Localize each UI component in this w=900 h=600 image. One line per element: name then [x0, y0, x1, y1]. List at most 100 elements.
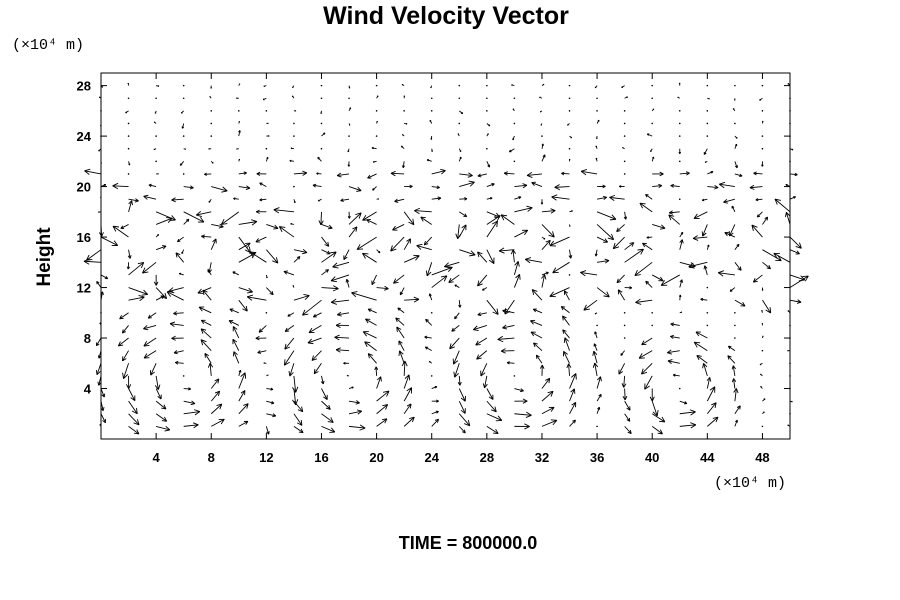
wind-vector: [210, 403, 223, 415]
wind-vector: [486, 299, 499, 315]
wind-vector: [390, 170, 405, 177]
wind-vector: [423, 236, 433, 246]
wind-vector: [535, 354, 543, 364]
wind-vector: [695, 331, 708, 339]
x-unit-label: (×10⁴ m): [714, 475, 786, 492]
wind-vector: [566, 363, 572, 376]
wind-vector: [762, 299, 772, 314]
wind-vector: [100, 388, 106, 398]
wind-vector: [651, 122, 653, 125]
wind-vector: [321, 132, 326, 137]
wind-vector: [652, 171, 664, 177]
wind-vector: [372, 160, 377, 163]
wind-vector: [789, 135, 791, 137]
wind-vector: [97, 350, 102, 359]
wind-vector: [155, 233, 160, 238]
wind-vector: [238, 299, 248, 312]
wind-vector: [100, 183, 107, 188]
wind-vector: [232, 326, 240, 339]
wind-vector: [347, 211, 351, 219]
wind-vector: [173, 350, 184, 355]
wind-vector: [569, 135, 573, 139]
wind-vector: [168, 287, 184, 294]
wind-vector: [179, 161, 185, 166]
y-tick-label: 16: [77, 230, 91, 245]
wind-vector: [321, 285, 339, 292]
wind-vector: [376, 120, 378, 124]
wind-vector: [513, 375, 516, 377]
wind-vector: [112, 225, 129, 238]
wind-vector: [727, 345, 736, 352]
wind-vector: [155, 400, 167, 410]
wind-vector: [128, 413, 140, 426]
wind-vector: [692, 235, 708, 241]
wind-vector: [211, 418, 225, 427]
wind-vector: [238, 171, 247, 175]
wind-vector: [707, 97, 710, 100]
wind-vector: [497, 335, 515, 343]
wind-vector: [486, 249, 495, 264]
wind-vector: [182, 135, 185, 137]
wind-vector: [394, 198, 405, 203]
wind-vector: [143, 194, 157, 200]
wind-vector: [126, 262, 130, 270]
wind-vector: [609, 194, 625, 201]
wind-vector: [498, 247, 515, 254]
wind-vector: [220, 211, 240, 225]
wind-vector: [398, 340, 405, 351]
wind-vector: [293, 135, 295, 137]
wind-vector: [789, 324, 791, 327]
wind-vector: [486, 197, 493, 200]
wind-vector: [761, 323, 764, 326]
wind-vector: [634, 261, 653, 277]
wind-vector: [238, 130, 241, 137]
wind-vector: [86, 249, 102, 261]
wind-vector: [233, 351, 240, 364]
wind-vector: [127, 97, 130, 100]
x-tick-label: 4: [153, 450, 161, 465]
wind-vector: [335, 347, 350, 353]
wind-vector: [100, 161, 102, 164]
wind-vector: [660, 274, 680, 286]
wind-vector: [238, 158, 241, 162]
wind-vector: [448, 274, 460, 283]
wind-vector: [293, 199, 296, 204]
wind-vector: [424, 335, 432, 339]
wind-vector: [541, 271, 549, 276]
wind-vector: [395, 317, 405, 326]
x-tick-label: 28: [480, 450, 494, 465]
wind-vector: [761, 110, 764, 112]
wind-vector: [208, 148, 212, 150]
wind-vector: [210, 135, 213, 137]
wind-vector: [393, 274, 405, 284]
wind-vector: [202, 289, 212, 301]
wind-vector: [321, 224, 333, 230]
wind-vector: [403, 403, 412, 415]
wind-vector: [117, 337, 129, 347]
wind-vector: [458, 413, 471, 427]
x-tick-label: 12: [259, 450, 273, 465]
wind-vector: [531, 181, 543, 188]
wind-vector: [175, 252, 185, 263]
wind-vector: [401, 83, 405, 87]
wind-vector: [706, 324, 709, 327]
wind-vector: [580, 169, 598, 176]
wind-vector: [198, 306, 212, 314]
wind-vector: [371, 274, 378, 286]
wind-vector: [569, 210, 573, 213]
wind-vector: [238, 390, 246, 402]
wind-vector: [376, 285, 389, 291]
wind-vector: [173, 311, 184, 316]
wind-vector: [348, 386, 354, 389]
wind-vector: [210, 390, 221, 402]
wind-vector: [197, 287, 212, 294]
wind-vector: [320, 84, 323, 87]
wind-vector: [624, 426, 632, 434]
wind-vector: [99, 322, 102, 326]
wind-vector: [549, 236, 570, 247]
wind-vector: [596, 425, 598, 428]
wind-vector: [551, 194, 570, 201]
wind-vector: [623, 311, 626, 314]
wind-vector: [293, 122, 295, 125]
